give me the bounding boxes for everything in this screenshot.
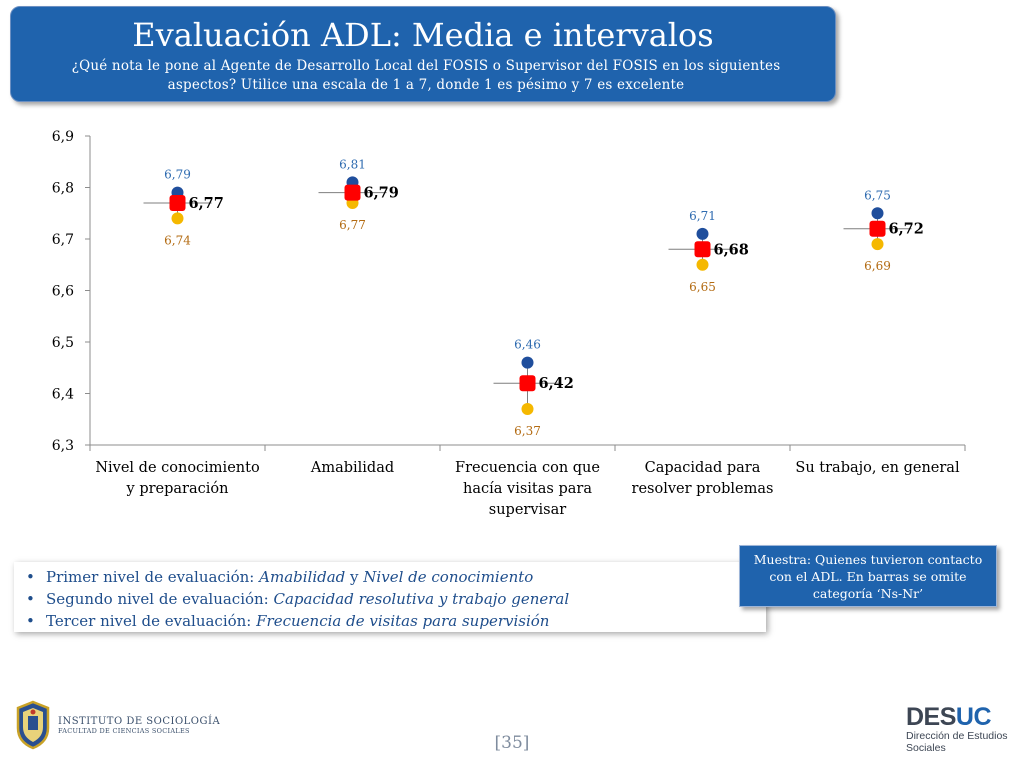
faculty-name: FACULTAD DE CIENCIAS SOCIALES: [58, 726, 190, 735]
x-tick-label: Capacidad para: [645, 460, 761, 476]
lower-point: [696, 258, 709, 271]
y-tick-label: 6,4: [52, 387, 74, 403]
mean-point: [169, 194, 186, 211]
x-tick-label: hacía visitas para: [463, 481, 592, 497]
desuc-logo: DESUC Dirección de Estudios Sociales: [906, 704, 1008, 754]
y-tick-label: 6,8: [52, 181, 74, 197]
brand-accent: UC: [955, 703, 992, 731]
institute-logo: INSTITUTO DE SOCIOLOGÍA FACULTAD DE CIEN…: [14, 700, 220, 750]
x-tick-label: resolver problemas: [632, 481, 774, 497]
bullet-panel: Primer nivel de evaluación: Amabilidad y…: [14, 562, 766, 632]
upper-label: 6,75: [864, 188, 891, 202]
x-tick-label: y preparación: [126, 481, 229, 497]
mean-label: 6,42: [539, 375, 574, 392]
mean-label: 6,72: [889, 221, 924, 238]
x-tick-label: Nivel de conocimiento: [95, 460, 259, 476]
x-tick-label: Frecuencia con que: [455, 460, 600, 476]
y-tick-label: 6,5: [52, 335, 74, 351]
upper-label: 6,81: [339, 157, 366, 171]
upper-point: [871, 207, 884, 220]
lower-label: 6,74: [164, 233, 191, 247]
brand-sub-1: Dirección de Estudios: [906, 730, 1008, 742]
lower-label: 6,65: [689, 280, 716, 294]
upper-point: [696, 227, 709, 240]
x-tick-label: Amabilidad: [310, 460, 394, 476]
upper-label: 6,46: [514, 338, 541, 352]
y-tick-label: 6,9: [52, 129, 74, 145]
lower-point: [871, 238, 884, 251]
bullet-item: Primer nivel de evaluación: Amabilidad y…: [26, 566, 766, 588]
chart: 6,3 6,4 6,5 6,6 6,7 6,8 6,9 Nivel de conocimien…: [52, 129, 966, 518]
mean-label: 6,68: [714, 241, 749, 258]
mean-point: [519, 375, 536, 392]
lower-point: [521, 402, 534, 415]
bullet-item: Segundo nivel de evaluación: Capacidad r…: [26, 588, 766, 610]
lower-label: 6,77: [339, 218, 366, 232]
page-number: [35]: [494, 733, 530, 753]
mean-point: [869, 220, 886, 237]
title-banner: Evaluación ADL: Media e intervalos ¿Qué …: [10, 6, 836, 102]
y-tick-label: 6,6: [52, 284, 74, 300]
upper-point: [521, 356, 534, 369]
brand-main: DES: [906, 703, 956, 731]
brand-sub-2: Sociales: [906, 742, 946, 754]
lower-label: 6,69: [864, 259, 891, 273]
lower-label: 6,37: [514, 424, 541, 438]
upper-label: 6,79: [164, 168, 191, 182]
page-title: Evaluación ADL: Media e intervalos: [132, 16, 714, 54]
institute-name: INSTITUTO DE SOCIOLOGÍA: [58, 715, 221, 727]
mean-label: 6,79: [364, 185, 399, 202]
mean-point: [694, 241, 711, 258]
upper-label: 6,71: [689, 209, 716, 223]
sample-note: Muestra: Quienes tuvieron contacto con e…: [739, 545, 997, 607]
x-tick-label: Su trabajo, en general: [795, 460, 960, 476]
page-subtitle: ¿Qué nota le pone al Agente de Desarroll…: [71, 58, 781, 93]
x-tick-label: supervisar: [489, 502, 566, 518]
bullet-item: Tercer nivel de evaluación: Frecuencia d…: [26, 610, 766, 632]
lower-point: [171, 212, 184, 225]
y-tick-label: 6,7: [52, 232, 74, 248]
university-crest-icon: [16, 700, 50, 750]
y-tick-label: 6,3: [52, 438, 74, 454]
mean-label: 6,77: [189, 195, 224, 212]
mean-point: [344, 184, 361, 201]
